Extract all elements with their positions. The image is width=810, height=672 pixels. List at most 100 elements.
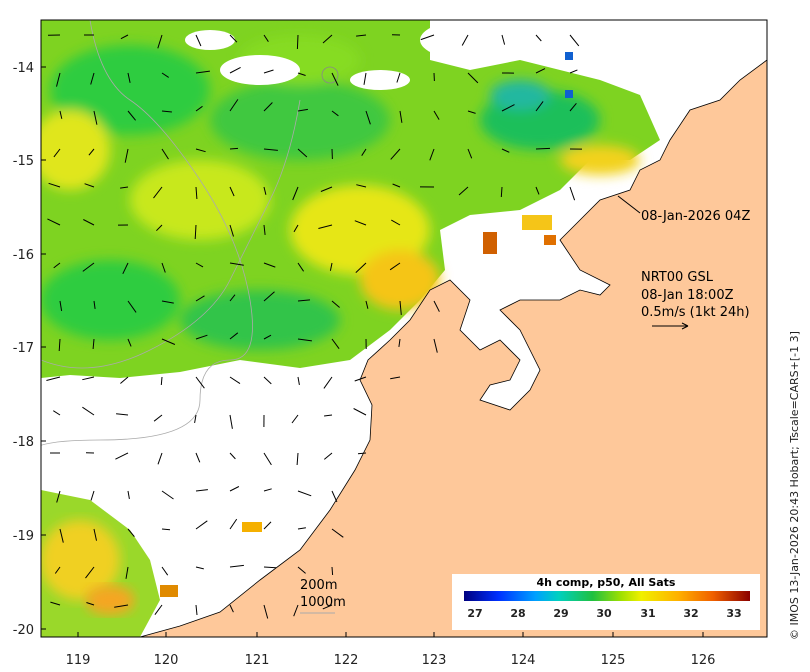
current-vector — [263, 102, 273, 112]
lat-tick-label: -15 — [13, 154, 34, 169]
current-vector — [433, 338, 438, 353]
current-vector — [127, 110, 136, 121]
current-vector — [263, 224, 266, 235]
current-vector — [161, 148, 169, 160]
vector-scale-label: 0.5m/s (1kt 24h) — [641, 305, 750, 320]
current-vector — [357, 452, 367, 455]
current-vector — [47, 218, 61, 226]
current-vector — [58, 338, 61, 352]
current-vector — [296, 452, 299, 466]
current-vector — [195, 520, 208, 530]
colorbar-tick: 32 — [683, 607, 698, 620]
lat-axis: -14 -15 -16 -17 -18 -19 -20 — [13, 61, 34, 638]
current-vector — [331, 338, 340, 349]
current-vector — [263, 262, 276, 268]
current-vector — [161, 110, 172, 113]
current-vector — [390, 376, 401, 380]
current-vector — [429, 148, 435, 161]
swath-pointer — [617, 195, 641, 214]
current-vector — [195, 566, 204, 570]
current-vector — [354, 376, 367, 382]
current-vector — [263, 452, 272, 466]
current-vector — [297, 376, 300, 385]
current-vector — [569, 102, 577, 112]
current-vector — [329, 262, 333, 271]
current-vector — [291, 414, 299, 424]
colorbar-tick: 33 — [726, 607, 741, 620]
current-vector — [263, 488, 272, 492]
lat-tick-label: -16 — [13, 248, 34, 263]
colorbar-tick: 28 — [510, 607, 525, 620]
lon-tick-label: 122 — [334, 653, 359, 668]
current-vector — [535, 101, 544, 112]
lon-tick-label: 123 — [422, 653, 447, 668]
current-vector — [263, 566, 277, 569]
current-vector — [324, 414, 333, 417]
lat-tick-label: -19 — [13, 529, 34, 544]
current-vector — [124, 148, 129, 163]
current-vector — [390, 148, 401, 160]
current-vector — [501, 104, 515, 112]
current-vector — [195, 70, 210, 74]
current-vector — [157, 452, 163, 465]
current-vector — [120, 186, 129, 189]
current-vector — [93, 300, 96, 309]
current-vector — [535, 34, 542, 42]
current-vector — [93, 110, 98, 125]
plot-frame — [40, 19, 768, 638]
current-vector — [500, 186, 503, 198]
current-vector — [361, 148, 367, 156]
current-vector — [229, 376, 241, 385]
current-vector — [153, 414, 163, 422]
lon-axis: 119 120 121 122 123 124 125 126 — [66, 653, 716, 668]
current-vectors — [46, 34, 583, 619]
current-vector — [195, 105, 203, 112]
current-vector — [46, 376, 61, 381]
current-vector — [195, 295, 205, 302]
current-vector — [433, 110, 440, 120]
current-vector — [53, 410, 61, 416]
current-vector — [92, 338, 95, 350]
current-vector — [420, 34, 435, 41]
current-vector — [293, 604, 299, 617]
current-vector — [569, 34, 580, 47]
current-vector — [297, 566, 306, 574]
current-vector — [396, 72, 401, 83]
current-vector — [229, 294, 236, 302]
current-vector — [501, 34, 506, 45]
current-vector — [84, 183, 95, 188]
current-vector — [569, 69, 578, 74]
current-vector — [263, 148, 278, 151]
current-vector — [229, 486, 240, 492]
current-vector — [115, 452, 129, 460]
current-vector — [53, 262, 61, 269]
lat-tick-label: -20 — [13, 623, 34, 638]
current-vector — [569, 186, 576, 201]
current-vector — [82, 376, 95, 381]
lat-tick-label: -14 — [13, 61, 34, 76]
current-vector — [433, 300, 440, 312]
current-vector — [54, 566, 61, 574]
current-vector — [194, 414, 197, 423]
current-vector — [156, 224, 163, 232]
current-vector — [331, 300, 340, 308]
current-vector — [297, 148, 308, 158]
current-vector — [458, 186, 469, 196]
current-vector — [354, 220, 367, 226]
current-vector — [323, 452, 333, 460]
current-vector — [53, 148, 61, 158]
current-vector — [399, 110, 403, 123]
tick-marks — [41, 66, 704, 637]
current-vector — [59, 528, 64, 543]
current-vector — [161, 72, 169, 78]
current-vector — [48, 182, 61, 188]
current-vector — [229, 147, 239, 150]
current-vector — [355, 262, 367, 273]
current-vector — [392, 183, 401, 188]
current-vector — [195, 34, 202, 47]
current-vector — [88, 148, 95, 156]
current-vector — [93, 528, 97, 541]
current-vector — [90, 490, 95, 501]
current-vector — [391, 219, 401, 226]
current-vector — [318, 224, 333, 229]
